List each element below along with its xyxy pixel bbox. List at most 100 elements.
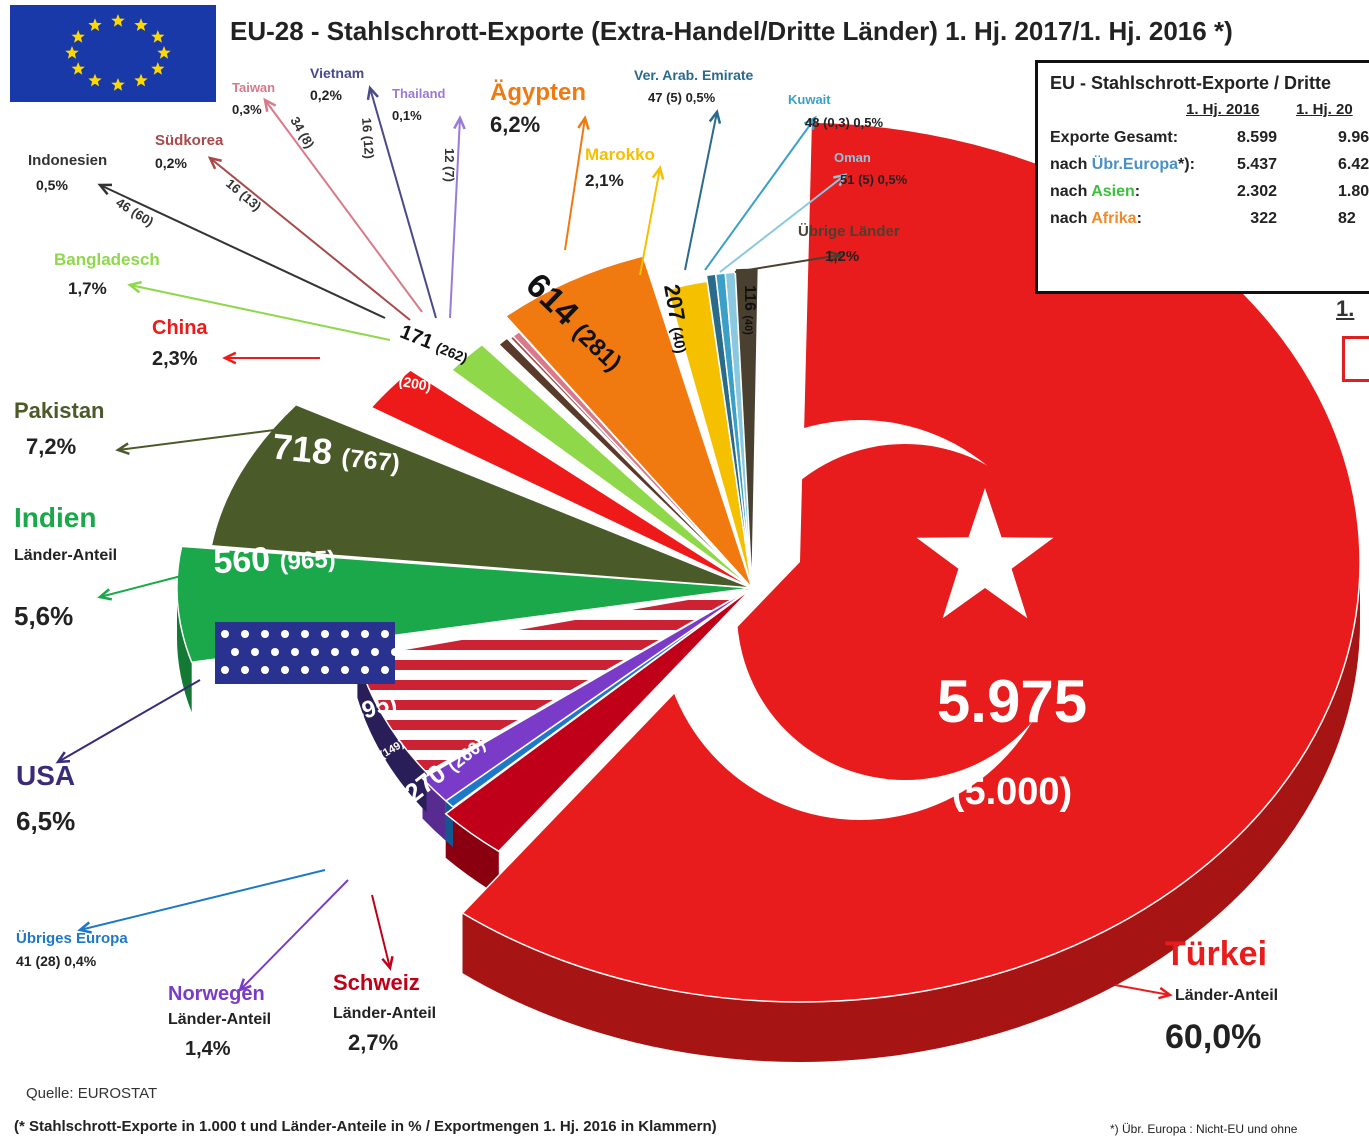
callout-arrow-line	[564, 117, 586, 251]
country-label: Schweiz	[333, 970, 420, 995]
slice-callout	[564, 115, 590, 251]
callout-arrow-line	[684, 111, 718, 271]
us-star	[341, 666, 349, 674]
us-star	[291, 648, 299, 656]
arrow-head-icon	[833, 173, 848, 187]
arrow-head-icon	[453, 115, 466, 130]
pie-slice	[497, 337, 753, 589]
eu-star	[88, 73, 102, 87]
source-note: Quelle: EUROSTAT	[26, 1085, 158, 1102]
pie-slice-side	[422, 778, 446, 841]
slice-value-2016: (5.000)	[952, 771, 1072, 813]
arrow-head-icon	[97, 588, 113, 601]
callout-arrow-line	[449, 117, 461, 319]
footnote-europe: *) Übr. Europa : Nicht-EU und ohne	[1110, 1122, 1298, 1136]
callout-arrow-line	[704, 117, 816, 271]
eu-star	[134, 73, 148, 87]
callout-arrow-line	[57, 679, 201, 763]
star-icon	[916, 488, 1054, 619]
summary-value-2017: 6.42	[1338, 156, 1369, 173]
country-share: 5,6%	[14, 601, 73, 631]
summary-row-label: nach Asien:	[1050, 183, 1141, 200]
arrow-head-icon	[207, 156, 222, 170]
slice-callout	[449, 115, 466, 319]
slice-callout	[734, 250, 843, 273]
country-label: Kuwait	[788, 92, 831, 107]
callout-arrow-line	[209, 157, 411, 321]
us-star	[341, 630, 349, 638]
us-star	[301, 630, 309, 638]
country-share: 0,5%	[36, 177, 68, 193]
eu-star	[71, 30, 85, 43]
side-fragment-box	[1342, 336, 1369, 382]
summary-row-label: nach Afrika:	[1050, 210, 1142, 227]
country-label: Indien	[14, 502, 96, 533]
slice-callout	[366, 85, 437, 319]
eu-star	[151, 62, 165, 75]
country-share: 0,2%	[155, 155, 187, 171]
us-star	[371, 648, 379, 656]
country-label: Ägypten	[490, 79, 586, 106]
small-value-label: 46 (60)	[113, 195, 156, 230]
arrow-head-icon	[381, 956, 394, 971]
pie-slice	[444, 587, 753, 853]
arrow-head-icon	[828, 250, 843, 263]
slice-value-label: 5.975	[937, 668, 1087, 735]
country-label: Bangladesch	[54, 250, 160, 269]
country-label: Indonesien	[28, 152, 107, 169]
callout-arrow-line	[639, 167, 661, 276]
country-share: 47 (5) 0,5%	[648, 90, 716, 105]
arrow-head-icon	[127, 280, 142, 294]
country-label: Südkorea	[155, 132, 224, 149]
small-value-label: 12 (7)	[442, 148, 457, 182]
pie-slice	[450, 343, 753, 589]
us-star	[281, 666, 289, 674]
slice-value-label: 171 (262)	[397, 321, 472, 368]
callout-arrow-line	[1114, 984, 1171, 996]
small-value-label: 34 (8)	[287, 114, 317, 151]
country-label: USA	[16, 760, 75, 791]
us-star	[261, 630, 269, 638]
summary-row-label: Exporte Gesamt:	[1050, 129, 1179, 146]
pie-slice	[504, 255, 753, 589]
country-share: 7,2%	[26, 434, 76, 459]
arrow-head-icon	[237, 978, 252, 993]
country-sublabel: Länder-Anteil	[168, 1011, 271, 1028]
eu-stars-icon	[65, 14, 171, 91]
us-star	[361, 666, 369, 674]
us-star	[221, 666, 229, 674]
country-label: Ver. Arab. Emirate	[634, 67, 754, 83]
slice-value-label: 651 (495)	[273, 680, 401, 754]
summary-col-2017: 1. Hj. 20	[1296, 101, 1353, 118]
callout-arrow-line	[264, 99, 423, 313]
country-label: Norwegen	[168, 983, 265, 1005]
country-label: Thailand	[392, 86, 446, 101]
summary-value-2017: 9.96	[1338, 129, 1369, 146]
country-share: 60,0%	[1165, 1018, 1261, 1056]
pie-slice-side	[445, 813, 499, 896]
slice-callout	[371, 894, 394, 971]
slice-callout	[207, 156, 411, 321]
arrow-head-icon	[263, 97, 277, 113]
us-star	[241, 666, 249, 674]
us-star	[231, 648, 239, 656]
eu-star	[65, 46, 79, 59]
us-star	[351, 648, 359, 656]
country-sublabel: Länder-Anteil	[14, 547, 117, 564]
us-star	[331, 648, 339, 656]
slice-callout	[97, 183, 386, 319]
slice-value-label: 560 (965)	[212, 537, 336, 581]
small-value-label: 16 (13)	[223, 176, 264, 214]
country-share: 1,4%	[185, 1038, 231, 1060]
small-value-label: 16 (12)	[359, 117, 377, 159]
summary-row-label: nach Übr.Europa*):	[1050, 156, 1195, 173]
country-share: 2,3%	[152, 348, 198, 370]
us-star	[391, 648, 399, 656]
summary-table: EU - Stahlschrott-Exporte / Dritte 1. Hj…	[1035, 60, 1369, 294]
country-label: Vietnam	[310, 65, 364, 81]
us-star	[271, 648, 279, 656]
summary-col-2016: 1. Hj. 2016	[1186, 101, 1260, 118]
country-share: 51 (5) 0,5%	[840, 172, 908, 187]
country-share: 6,5%	[16, 806, 75, 836]
